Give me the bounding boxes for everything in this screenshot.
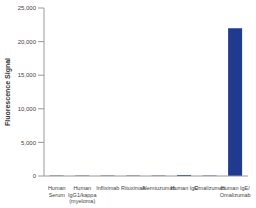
svg-text:Alemtuzumab: Alemtuzumab	[141, 185, 176, 191]
svg-text:20,000: 20,000	[18, 39, 37, 45]
svg-text:Omalizumab: Omalizumab	[194, 185, 226, 191]
svg-text:0: 0	[33, 173, 37, 179]
svg-text:15,000: 15,000	[18, 72, 37, 78]
svg-text:5,000: 5,000	[21, 140, 37, 146]
svg-text:Human IgE/Omalizumab: Human IgE/Omalizumab	[220, 185, 251, 198]
svg-text:HumanSerum: HumanSerum	[48, 185, 66, 198]
svg-text:10,000: 10,000	[18, 106, 37, 112]
svg-text:HumanIgG1/kappa(myeloma): HumanIgG1/kappa(myeloma)	[68, 185, 97, 204]
svg-text:Human IgE: Human IgE	[170, 185, 198, 191]
svg-text:25,000: 25,000	[18, 5, 37, 11]
svg-text:Rituximab: Rituximab	[121, 185, 146, 191]
svg-text:Fluorescence Signal: Fluorescence Signal	[4, 58, 12, 126]
svg-text:Infliximab: Infliximab	[96, 185, 119, 191]
